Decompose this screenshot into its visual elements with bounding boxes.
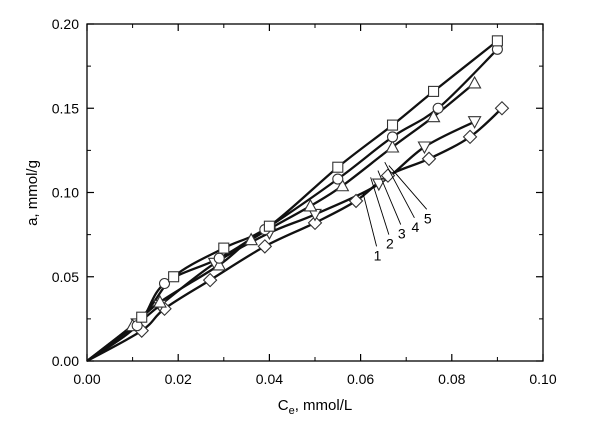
- x-tick-label: 0.04: [256, 371, 283, 387]
- data-point-triangle-up: [212, 257, 227, 271]
- data-point-diamond: [257, 239, 273, 254]
- y-tick-label: 0.20: [52, 16, 79, 32]
- data-point-square: [218, 242, 230, 254]
- series-1-line: [86, 107, 503, 363]
- curve-label-leader-5: [388, 165, 428, 210]
- y-axis-title: a, mmol/g: [24, 160, 41, 226]
- data-point-diamond: [348, 193, 364, 209]
- x-tick-label: 0.06: [347, 371, 374, 387]
- x-tick-label: 0.08: [438, 371, 465, 387]
- data-point-square: [428, 85, 440, 97]
- data-point-triangle-up: [303, 198, 318, 212]
- data-point-square: [491, 35, 503, 47]
- y-tick-label: 0.05: [52, 269, 79, 285]
- y-tick-label: 0.00: [52, 353, 79, 369]
- curve-label-4: 4: [412, 219, 420, 235]
- curve-label-leader-3: [377, 170, 402, 225]
- data-point-diamond: [202, 272, 218, 288]
- data-point-square: [332, 161, 344, 173]
- data-point-triangle-down: [417, 141, 432, 155]
- data-point-diamond: [494, 100, 510, 116]
- data-point-circle: [213, 252, 225, 264]
- x-axis-title-rest: , mmol/L: [295, 397, 353, 414]
- x-axis-title-subscript: e: [289, 405, 295, 417]
- curve-label-leader-2: [370, 177, 390, 235]
- data-point-circle: [158, 277, 171, 290]
- x-tick-label: 0.00: [73, 371, 100, 387]
- series-5-line: [86, 39, 499, 362]
- data-point-square: [168, 271, 180, 283]
- curve-label-2: 2: [386, 236, 394, 252]
- curve-label-leader-1: [362, 192, 377, 247]
- data-point-square: [263, 220, 275, 232]
- data-point-circle: [386, 131, 399, 143]
- y-tick-label: 0.10: [52, 185, 79, 201]
- data-point-triangle-down: [371, 178, 386, 192]
- plot-area: 0.00 0.02 0.04 0.06 0.08 0.10 0.00 0.05 0.10 0.15…: [52, 16, 557, 387]
- data-point-triangle-up: [385, 139, 400, 153]
- x-tick-label: 0.10: [529, 371, 556, 387]
- x-tick-label: 0.02: [165, 371, 192, 387]
- x-axis-title-main: C: [278, 397, 289, 414]
- y-tick-label: 0.15: [52, 100, 79, 116]
- data-point-circle: [432, 102, 444, 114]
- data-point-square: [136, 311, 148, 323]
- data-point-diamond: [307, 215, 323, 231]
- data-point-diamond: [462, 129, 478, 145]
- data-point-square: [386, 119, 399, 131]
- data-point-triangle-up: [426, 109, 441, 123]
- data-point-circle: [332, 173, 344, 185]
- curve-label-5: 5: [424, 210, 432, 226]
- data-point-triangle-up: [467, 75, 482, 89]
- x-axis-title: Ce, mmol/L: [278, 397, 352, 417]
- curve-label-leader-4: [384, 161, 415, 218]
- data-point-triangle-up: [335, 178, 350, 192]
- curve-label-3: 3: [398, 226, 406, 242]
- data-point-triangle-down: [467, 116, 482, 129]
- data-point-diamond: [421, 151, 437, 167]
- data-point-triangle-up: [244, 232, 259, 246]
- series-2-line: [86, 120, 476, 362]
- data-point-triangle-up: [153, 294, 167, 308]
- curve-label-1: 1: [374, 247, 382, 263]
